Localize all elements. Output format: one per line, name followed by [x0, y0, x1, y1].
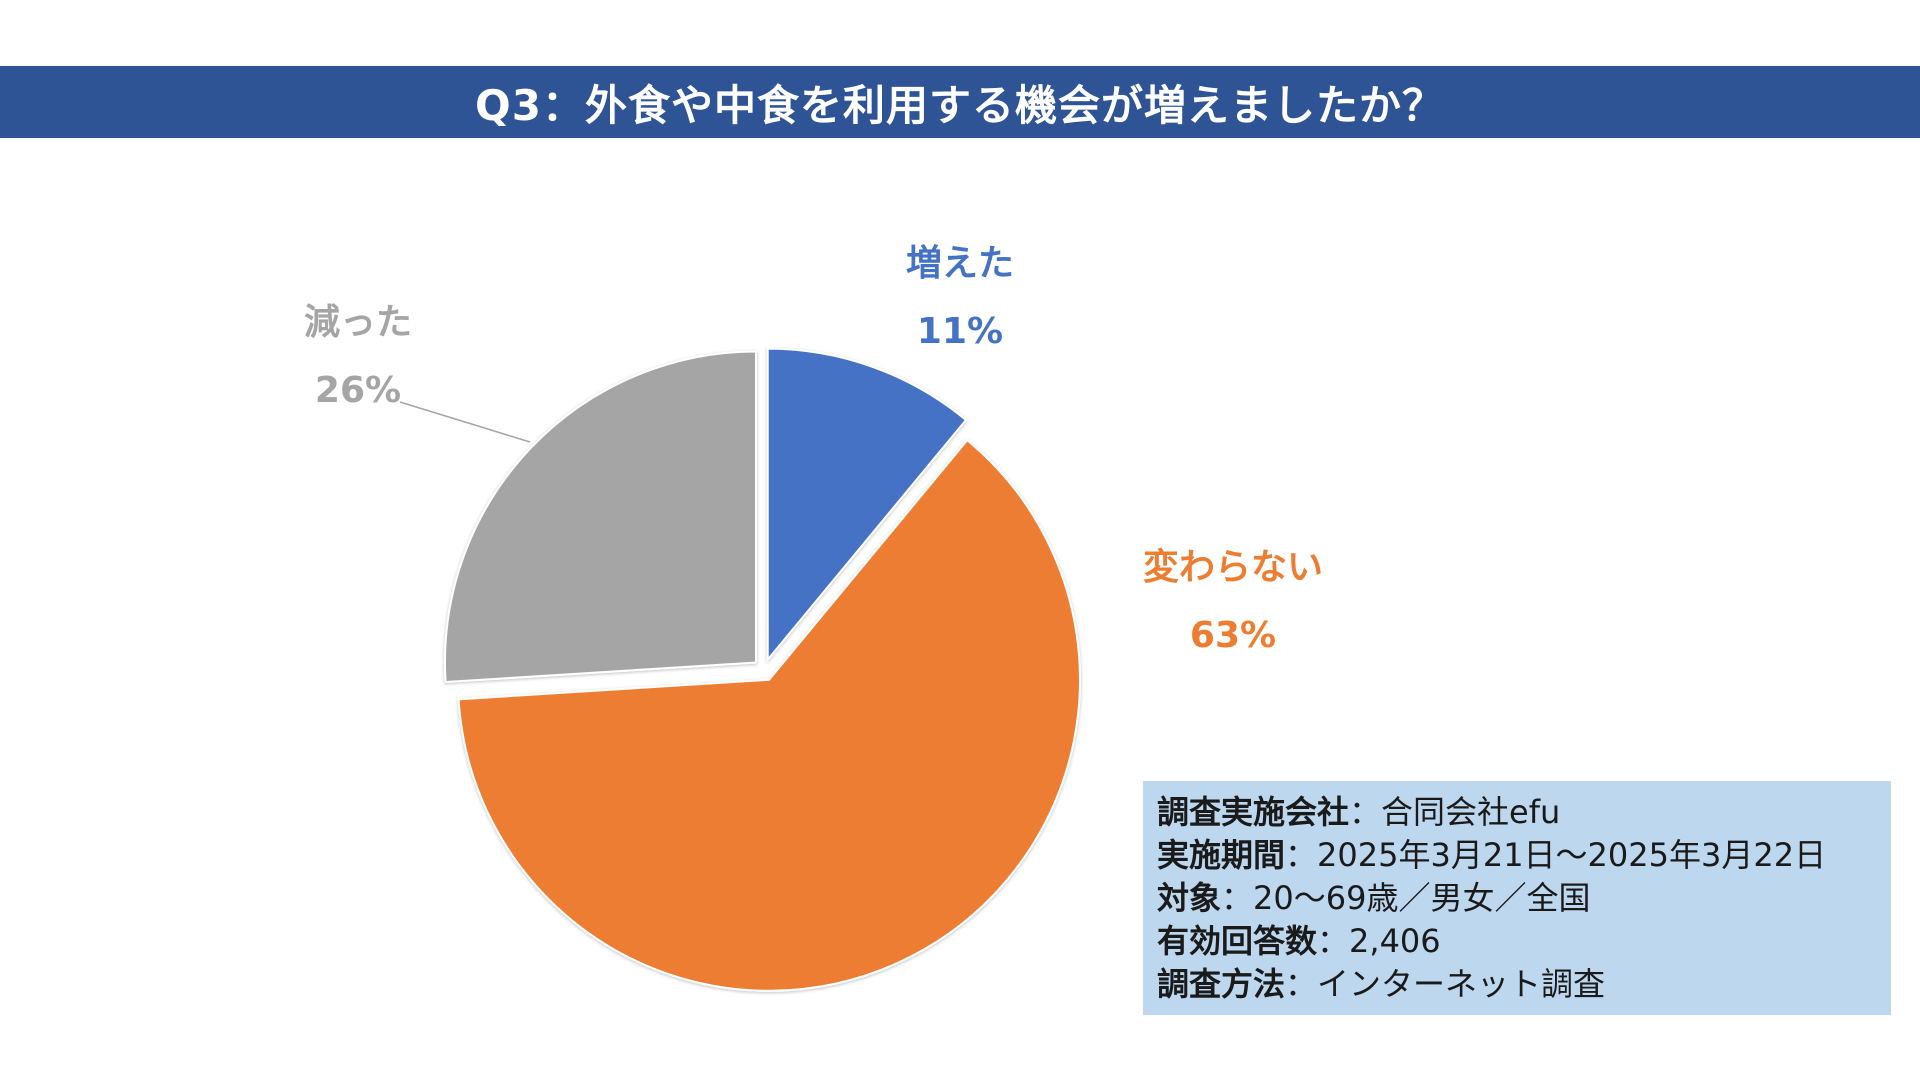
title-bar: Q3：外食や中食を利用する機会が増えましたか？ [0, 66, 1920, 138]
info-value: 2025年3月21日～2025年3月22日 [1317, 836, 1827, 874]
info-key: 対象 [1157, 879, 1222, 917]
slice-label-unchanged-value: 63% [1189, 615, 1277, 656]
info-value: インターネット調査 [1317, 965, 1606, 1003]
survey-info-box: 調査実施会社：合同会社efu 実施期間：2025年3月21日～2025年3月22… [1143, 781, 1891, 1015]
info-sep: ： [1349, 793, 1382, 831]
pie-slice-unchanged [457, 438, 1081, 992]
info-key: 調査方法 [1157, 965, 1286, 1003]
info-sep: ： [1317, 922, 1350, 960]
slice-label-increased-name: 増えた [905, 243, 1014, 284]
slice-label-decreased: 減った 26% [283, 289, 433, 425]
chart-title: Q3：外食や中食を利用する機会が増えましたか？ [475, 80, 1445, 130]
info-value: 合同会社efu [1381, 793, 1561, 831]
survey-info-method: 調査方法：インターネット調査 [1157, 963, 1877, 1006]
pie-slice-decreased [444, 350, 757, 684]
pie-slice-increased [766, 347, 968, 663]
slice-label-decreased-value: 26% [314, 370, 402, 411]
info-sep: ： [1221, 879, 1254, 917]
survey-info-target: 対象：20～69歳／男女／全国 [1157, 877, 1877, 920]
info-sep: ： [1285, 965, 1318, 1003]
info-value: 2,406 [1349, 922, 1441, 960]
survey-info-period: 実施期間：2025年3月21日～2025年3月22日 [1157, 834, 1877, 877]
info-key: 実施期間 [1157, 836, 1286, 874]
slice-label-increased-value: 11% [916, 311, 1004, 352]
leader-line-decreased [399, 401, 531, 443]
info-key: 調査実施会社 [1157, 793, 1350, 831]
survey-info-responses: 有効回答数：2,406 [1157, 920, 1877, 963]
survey-info-company: 調査実施会社：合同会社efu [1157, 791, 1877, 834]
slice-label-decreased-name: 減った [303, 302, 412, 343]
info-value: 20～69歳／男女／全国 [1253, 879, 1591, 917]
info-key: 有効回答数 [1157, 922, 1318, 960]
slice-label-unchanged: 変わらない 63% [1118, 534, 1348, 670]
slice-label-increased: 増えた 11% [880, 230, 1040, 366]
info-sep: ： [1285, 836, 1318, 874]
slice-label-unchanged-name: 変わらない [1142, 547, 1323, 588]
